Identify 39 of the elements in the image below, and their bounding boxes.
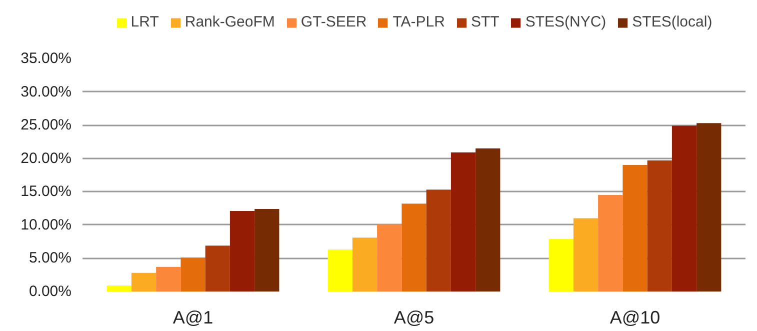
y-tick-label: 30.00% xyxy=(20,83,72,100)
legend-label: GT-SEER xyxy=(300,14,367,30)
bar xyxy=(598,194,623,292)
legend-label: TA-PLR xyxy=(392,14,445,30)
y-tick-label: 15.00% xyxy=(20,183,72,200)
bar xyxy=(696,123,722,292)
legend-label: Rank-GeoFM xyxy=(184,14,275,30)
bar xyxy=(131,272,156,292)
bar xyxy=(205,246,230,292)
x-tick-label: A@10 xyxy=(610,308,660,328)
legend-label: STES(NYC) xyxy=(525,14,606,30)
bar xyxy=(254,208,280,292)
y-tick-label: 10.00% xyxy=(20,216,72,234)
x-tick-label: A@1 xyxy=(172,308,214,328)
bar xyxy=(476,148,500,292)
bar xyxy=(377,224,402,292)
bar xyxy=(548,238,574,292)
bar xyxy=(450,152,476,292)
x-tick-label: A@5 xyxy=(394,308,434,328)
y-tick-label: 25.00% xyxy=(20,116,72,134)
bar xyxy=(352,238,378,292)
y-tick-label: 20.00% xyxy=(20,150,72,167)
legend-label: LRT xyxy=(130,14,159,30)
bar xyxy=(106,286,132,292)
bar xyxy=(647,160,672,292)
bar xyxy=(622,165,648,292)
bar xyxy=(156,266,181,292)
legend-label: STT xyxy=(470,14,500,30)
bar xyxy=(672,126,697,292)
bar xyxy=(230,210,255,292)
y-tick-label: 5.00% xyxy=(28,250,72,267)
y-tick-label: 0.00% xyxy=(28,283,72,300)
y-tick-label: 35.00% xyxy=(20,50,72,67)
bar xyxy=(402,204,426,292)
legend-label: STES(local) xyxy=(632,14,712,30)
bar xyxy=(573,218,598,292)
bar xyxy=(180,258,206,292)
bar xyxy=(426,190,451,292)
bar xyxy=(328,250,352,292)
